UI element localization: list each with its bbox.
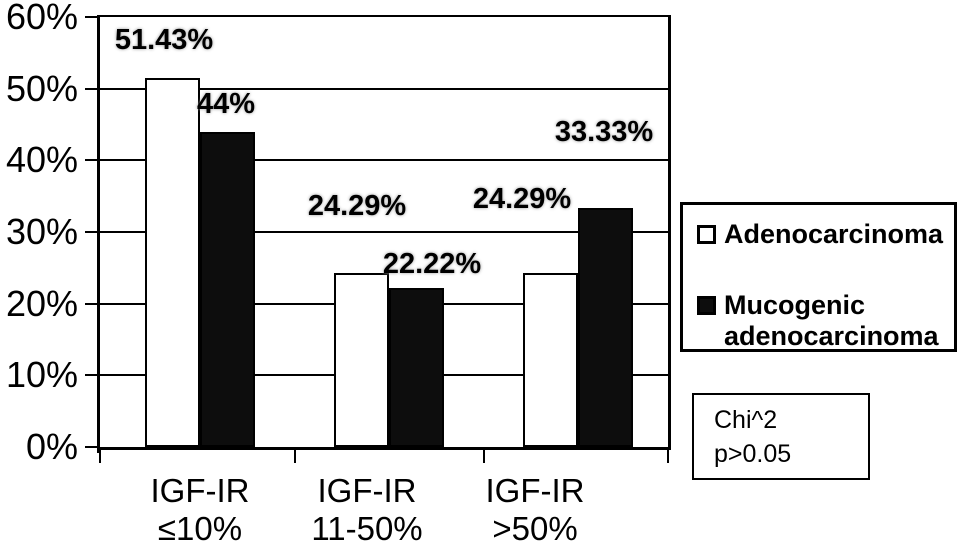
gridline (100, 88, 668, 90)
plot-border-top (100, 15, 670, 17)
y-axis-tick-label: 0% (25, 426, 78, 467)
plot-area (100, 17, 668, 447)
y-axis-line (97, 15, 100, 453)
y-tick (85, 88, 100, 90)
x-axis-label-line: IGF-IR (317, 472, 417, 509)
bar-adenocarcinoma-group2 (523, 273, 578, 447)
y-tick (85, 159, 100, 161)
gridline (100, 159, 668, 161)
annotation-box: Chi^2 p>0.05 (692, 393, 870, 480)
annotation-line-pvalue: p>0.05 (714, 440, 792, 468)
legend-swatch-white-square (697, 225, 716, 244)
y-axis-tick-label: 50% (5, 68, 78, 109)
x-axis-label-line: 11-50% (311, 510, 423, 547)
bar-value-label: 33.33% (554, 116, 654, 148)
x-axis-label: IGF-IR 11-50% (311, 472, 422, 548)
y-tick (85, 303, 100, 305)
x-axis-label: IGF-IR ≤10% (151, 472, 250, 548)
x-tick (99, 450, 101, 463)
legend-swatch-black-square (697, 296, 716, 315)
bar-value-label: 51.43% (114, 24, 214, 56)
bar-mucogenic-group0 (200, 132, 255, 447)
legend-item-adenocarcinoma: Adenocarcinoma (697, 219, 954, 250)
bar-mucogenic-group1 (389, 288, 444, 447)
bar-mucogenic-group2 (578, 208, 633, 447)
legend-label-adenocarcinoma: Adenocarcinoma (724, 219, 944, 249)
legend-label-mucogenic-adenocarcinoma: Mucogenic adenocarcinoma (724, 290, 939, 351)
legend-item-mucogenic-adenocarcinoma: Mucogenic adenocarcinoma (697, 290, 954, 352)
legend: Adenocarcinoma Mucogenic adenocarcinoma (680, 202, 957, 352)
bar-value-label: 22.22% (382, 248, 482, 280)
x-tick (294, 450, 296, 463)
x-axis-label-line: >50% (492, 510, 578, 547)
bar-value-label: 24.29% (307, 190, 407, 222)
y-tick (85, 231, 100, 233)
x-tick (667, 450, 669, 463)
x-axis-label-line: IGF-IR (150, 472, 250, 509)
bar-value-label: 24.29% (472, 183, 572, 215)
y-tick (85, 374, 100, 376)
y-tick (85, 16, 100, 18)
y-axis-tick-label: 20% (5, 283, 78, 324)
x-tick (483, 450, 485, 463)
y-axis-tick-label: 10% (5, 354, 78, 395)
y-axis-tick-label: 60% (5, 0, 78, 37)
x-axis-line (97, 447, 671, 450)
x-axis-label-line: ≤10% (157, 510, 243, 547)
bar-adenocarcinoma-group0 (145, 78, 200, 447)
plot-border-right (668, 15, 671, 450)
annotation-line-chi2: Chi^2 (714, 406, 778, 434)
x-axis-label-line: IGF-IR (485, 472, 585, 509)
bar-adenocarcinoma-group1 (334, 273, 389, 447)
gridline (100, 231, 668, 233)
y-axis-tick-label: 40% (5, 139, 78, 180)
bar-value-label: 44% (196, 88, 256, 120)
x-axis-label: IGF-IR >50% (486, 472, 585, 548)
y-tick (85, 446, 100, 448)
y-axis-tick-label: 30% (5, 211, 78, 252)
